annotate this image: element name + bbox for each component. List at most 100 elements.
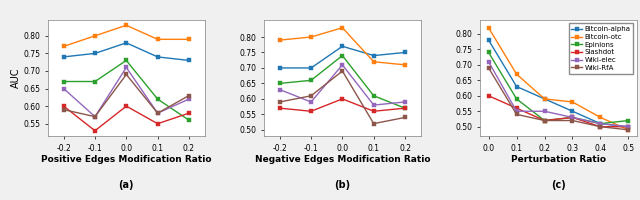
Epinions [276, 82, 284, 85]
Slashdot [484, 95, 492, 97]
Bitcoin-alpha [484, 39, 492, 41]
Text: (a): (a) [118, 180, 134, 190]
Line: Epinions: Epinions [486, 50, 630, 126]
Wiki-elec [91, 115, 99, 118]
Epinions [625, 119, 632, 122]
Bitcoin-otc [339, 27, 346, 29]
Bitcoin-alpha [60, 56, 67, 58]
Wiki-RfA [569, 119, 577, 122]
Wiki-elec [370, 104, 378, 106]
Wiki-elec [484, 61, 492, 63]
Slashdot [91, 130, 99, 132]
Line: Bitcoin-alpha: Bitcoin-alpha [278, 44, 407, 70]
Bitcoin-otc [154, 38, 161, 41]
Bitcoin-alpha [339, 45, 346, 47]
Wiki-RfA [596, 126, 604, 128]
Epinions [484, 51, 492, 54]
Bitcoin-otc [513, 73, 520, 75]
Bitcoin-otc [569, 101, 577, 103]
Legend: Bitcoin-alpha, Bitcoin-otc, Epinions, Slashdot, Wiki-elec, Wiki-RfA: Bitcoin-alpha, Bitcoin-otc, Epinions, Sl… [568, 23, 634, 74]
Line: Bitcoin-otc: Bitcoin-otc [278, 26, 407, 67]
Bitcoin-otc [625, 129, 632, 131]
Wiki-RfA [122, 73, 130, 76]
Bitcoin-otc [276, 39, 284, 41]
Bitcoin-alpha [625, 126, 632, 128]
Slashdot [122, 105, 130, 107]
Bitcoin-otc [185, 38, 193, 41]
Epinions [541, 119, 548, 122]
Bitcoin-otc [91, 35, 99, 37]
Wiki-elec [122, 66, 130, 69]
Bitcoin-otc [401, 64, 409, 66]
Epinions [91, 80, 99, 83]
Bitcoin-alpha [154, 56, 161, 58]
Wiki-RfA [484, 67, 492, 69]
Wiki-RfA [625, 129, 632, 131]
Bitcoin-alpha [122, 42, 130, 44]
Line: Slashdot: Slashdot [278, 97, 407, 113]
Bitcoin-otc [596, 116, 604, 119]
Bitcoin-alpha [185, 59, 193, 62]
Line: Wiki-RfA: Wiki-RfA [486, 66, 630, 132]
Wiki-RfA [60, 108, 67, 111]
Epinions [122, 59, 130, 62]
Line: Wiki-elec: Wiki-elec [61, 65, 191, 119]
Line: Bitcoin-alpha: Bitcoin-alpha [61, 41, 191, 63]
Wiki-elec [276, 88, 284, 91]
Bitcoin-otc [60, 45, 67, 48]
Epinions [569, 116, 577, 119]
Epinions [339, 54, 346, 57]
Line: Epinions: Epinions [61, 58, 191, 122]
Bitcoin-otc [370, 61, 378, 63]
Bitcoin-alpha [276, 67, 284, 69]
Epinions [185, 119, 193, 121]
Text: (c): (c) [551, 180, 566, 190]
Wiki-elec [569, 116, 577, 119]
Wiki-elec [185, 98, 193, 100]
Wiki-RfA [513, 113, 520, 116]
Epinions [307, 79, 315, 82]
Wiki-elec [339, 64, 346, 66]
Epinions [154, 98, 161, 100]
Line: Slashdot: Slashdot [486, 94, 630, 129]
Bitcoin-alpha [370, 54, 378, 57]
Slashdot [569, 116, 577, 119]
Wiki-RfA [339, 70, 346, 72]
Bitcoin-alpha [569, 110, 577, 112]
Wiki-elec [596, 122, 604, 125]
Epinions [596, 122, 604, 125]
Bitcoin-alpha [401, 51, 409, 54]
Wiki-RfA [401, 116, 409, 119]
X-axis label: Perturbation Ratio: Perturbation Ratio [511, 155, 606, 164]
Wiki-RfA [307, 95, 315, 97]
Text: (b): (b) [334, 180, 351, 190]
Wiki-RfA [370, 122, 378, 125]
Bitcoin-alpha [541, 98, 548, 100]
Wiki-RfA [541, 119, 548, 122]
Bitcoin-otc [484, 27, 492, 29]
Line: Bitcoin-alpha: Bitcoin-alpha [486, 38, 630, 129]
Wiki-elec [60, 87, 67, 90]
Wiki-elec [541, 110, 548, 112]
X-axis label: Negative Edges Modification Ratio: Negative Edges Modification Ratio [255, 155, 430, 164]
Epinions [60, 80, 67, 83]
Slashdot [60, 105, 67, 107]
Slashdot [185, 112, 193, 114]
Slashdot [154, 122, 161, 125]
Epinions [513, 98, 520, 100]
Wiki-RfA [154, 112, 161, 114]
Slashdot [513, 107, 520, 109]
Bitcoin-otc [541, 98, 548, 100]
Line: Wiki-elec: Wiki-elec [278, 63, 407, 107]
Slashdot [625, 126, 632, 128]
Wiki-RfA [91, 115, 99, 118]
Slashdot [276, 107, 284, 109]
Line: Wiki-RfA: Wiki-RfA [61, 72, 191, 119]
Slashdot [370, 110, 378, 112]
Bitcoin-otc [122, 24, 130, 26]
Bitcoin-alpha [91, 52, 99, 55]
X-axis label: Positive Edges Modification Ratio: Positive Edges Modification Ratio [41, 155, 212, 164]
Wiki-elec [513, 110, 520, 112]
Bitcoin-alpha [307, 67, 315, 69]
Slashdot [307, 110, 315, 112]
